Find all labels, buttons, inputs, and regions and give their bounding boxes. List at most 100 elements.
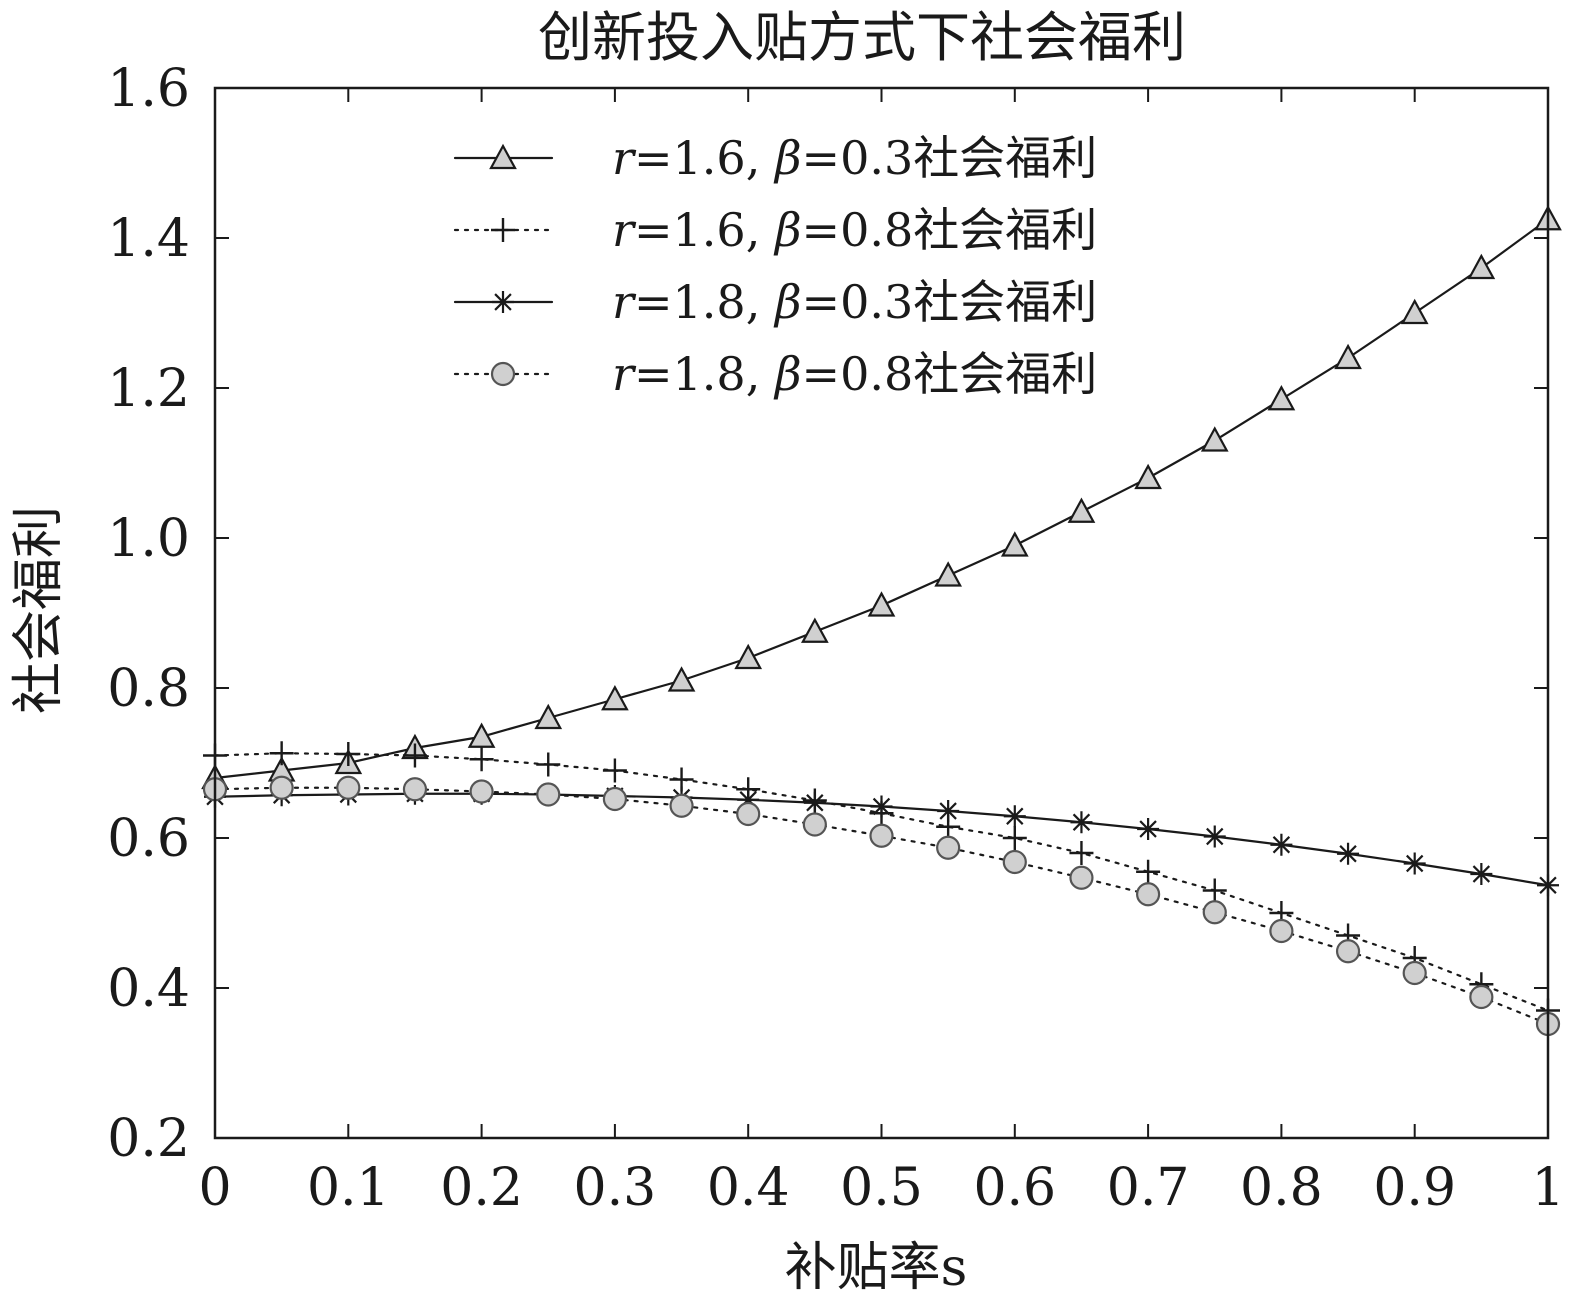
y-axis-label: 社会福利 — [9, 506, 69, 714]
legend-label: r=1.6, β=0.8社会福利 — [612, 203, 1097, 257]
data-point-circle — [402, 777, 428, 802]
data-point-plus — [536, 752, 561, 777]
x-tick-label: 0 — [198, 1158, 231, 1218]
y-tick-label: 1.4 — [107, 209, 190, 269]
chart-title: 创新投入贴方式下社会福利 — [538, 6, 1186, 69]
y-tick-label: 0.2 — [107, 1109, 190, 1169]
data-point-triangle — [934, 561, 963, 587]
data-point-circle — [802, 812, 827, 837]
legend-label: r=1.6, β=0.3社会福利 — [612, 131, 1097, 185]
data-point-plus — [1069, 841, 1094, 865]
legend-label: r=1.8, β=0.3社会福利 — [612, 275, 1097, 329]
legend-label-part: r — [612, 203, 637, 257]
x-tick-label: 0.8 — [1240, 1158, 1323, 1218]
legend-label-part: =0.3社会福利 — [802, 275, 1098, 329]
data-point-circle — [736, 801, 761, 827]
legend-label-part: =1.8, — [634, 347, 775, 401]
y-tick-label: 0.8 — [107, 659, 190, 719]
data-point-star — [1403, 852, 1426, 875]
x-tick-label: 0.3 — [574, 1158, 657, 1218]
data-point-plus — [402, 743, 427, 768]
data-point-triangle — [467, 722, 496, 748]
data-point-star — [1203, 825, 1226, 848]
data-point-circle — [1002, 849, 1027, 875]
legend-entry: r=1.6, β=0.8社会福利 — [453, 203, 1097, 257]
data-point-circle — [469, 779, 494, 804]
legend-label-part: =1.6, — [634, 203, 775, 257]
data-point-triangle — [667, 666, 696, 692]
data-point-triangle — [534, 703, 563, 730]
data-point-circle — [602, 786, 628, 812]
data-point-circle — [1335, 939, 1361, 964]
plot-series — [201, 204, 1562, 1037]
data-point-circle — [269, 775, 294, 800]
data-point-triangle — [1067, 497, 1096, 523]
data-point-plus — [269, 741, 294, 766]
data-point-plus — [469, 747, 494, 772]
data-point-circle — [1202, 900, 1227, 925]
legend-label-part: β — [773, 275, 802, 329]
x-axis-label: 补贴率s — [785, 1238, 968, 1298]
data-point-star — [1003, 805, 1026, 828]
legend-entry: r=1.6, β=0.3社会福利 — [453, 131, 1097, 185]
legend-label-part: r — [612, 347, 637, 401]
legend-label-part: r — [612, 275, 637, 329]
data-point-circle — [1135, 882, 1161, 907]
y-tick-label: 1.0 — [107, 509, 190, 569]
data-point-triangle — [601, 684, 629, 711]
data-point-triangle — [489, 143, 517, 170]
legend-entry: r=1.8, β=0.3社会福利 — [453, 275, 1097, 329]
series-4 — [202, 775, 1561, 1037]
data-point-star — [1270, 833, 1293, 856]
legend-label-part: β — [773, 347, 802, 401]
data-point-star — [492, 291, 514, 313]
data-point-triangle — [1134, 463, 1162, 490]
data-point-circle — [490, 361, 516, 387]
data-point-circle — [936, 835, 961, 860]
data-point-star — [737, 788, 760, 811]
data-point-star — [1470, 863, 1493, 885]
legend-label-part: =0.8社会福利 — [802, 203, 1098, 257]
data-point-triangle — [1000, 531, 1029, 557]
legend-label-part: =1.6, — [634, 131, 775, 185]
x-tick-label: 0.1 — [307, 1158, 390, 1218]
data-point-plus — [602, 758, 627, 783]
x-tick-label: 0.6 — [973, 1158, 1056, 1218]
data-point-circle — [1469, 984, 1494, 1010]
data-point-circle — [536, 782, 561, 807]
data-point-circle — [869, 823, 894, 848]
x-tick-label: 0.9 — [1373, 1158, 1456, 1218]
x-tick-label: 0.2 — [440, 1158, 523, 1218]
legend-label-part: =1.8, — [634, 275, 775, 329]
legend-label-part: β — [773, 203, 802, 257]
x-tick-label: 0.4 — [707, 1158, 790, 1218]
x-tick-label: 1 — [1531, 1158, 1564, 1218]
axis-ticks: 0 0.1 0.2 0.3 0.4 0.5 0.6 0.7 0.8 0.9 1 0.2 0.4 0.6 0.… — [107, 59, 1564, 1218]
data-point-star — [1137, 818, 1160, 840]
data-point-plus — [1136, 859, 1161, 884]
y-tick-label: 1.2 — [107, 359, 190, 419]
data-point-star — [1337, 842, 1360, 865]
data-point-circle — [1402, 960, 1427, 986]
data-point-circle — [1069, 865, 1094, 890]
data-point-triangle — [1400, 298, 1429, 325]
x-tick-label: 0.7 — [1107, 1158, 1190, 1218]
data-point-triangle — [1334, 343, 1362, 370]
data-point-triangle — [734, 643, 763, 670]
y-tick-label: 0.4 — [107, 959, 190, 1019]
data-point-star — [1070, 811, 1093, 834]
data-point-triangle — [1467, 253, 1496, 280]
data-point-plus — [336, 742, 361, 766]
legend-label-part: =0.3社会福利 — [802, 131, 1098, 185]
data-point-triangle — [800, 617, 829, 643]
data-point-plus — [1002, 826, 1027, 850]
data-point-plus — [491, 218, 515, 242]
legend-label-part: r — [612, 131, 637, 185]
x-tick-label: 0.5 — [840, 1158, 923, 1218]
data-point-star — [870, 795, 893, 818]
data-point-circle — [336, 775, 361, 800]
legend-label-part: =0.8社会福利 — [802, 347, 1098, 401]
